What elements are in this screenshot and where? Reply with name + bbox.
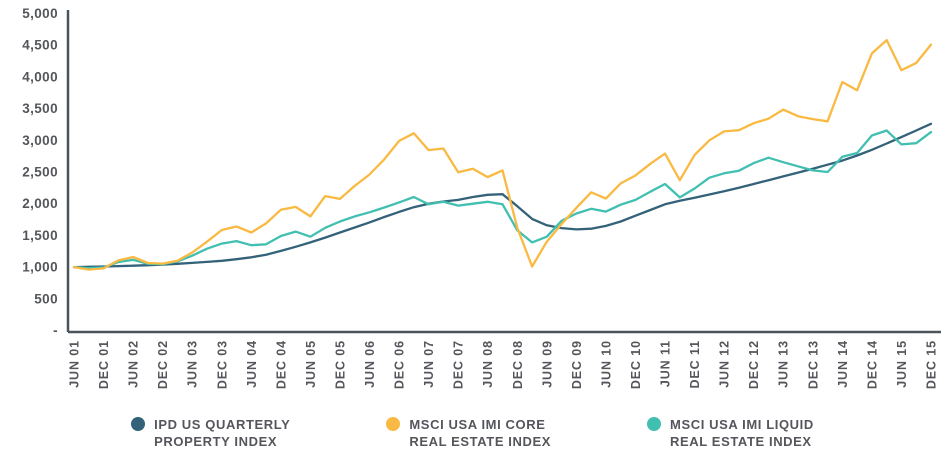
- legend-label-line1: IPD US QUARTERLY: [154, 417, 291, 432]
- y-axis-tick-label: 1,000: [22, 260, 58, 275]
- legend-item-ipd-us-quarterly: IPD US QUARTERLY PROPERTY INDEX: [131, 416, 290, 450]
- y-axis-tick-label: 2,500: [22, 165, 58, 180]
- x-axis-tick-label: DEC 05: [333, 340, 347, 389]
- x-axis-tick-label: JUN 11: [659, 340, 673, 387]
- x-axis-tick-label: DEC 15: [925, 340, 939, 389]
- x-axis-tick-label: JUN 10: [599, 340, 613, 388]
- legend-label-liquid: MSCI USA IMI LIQUID REAL ESTATE INDEX: [670, 416, 814, 450]
- y-axis-tick-label: 4,000: [22, 69, 58, 84]
- series-line-1: [72, 38, 933, 271]
- x-axis-tick-label: JUN 12: [718, 340, 732, 388]
- x-axis-tick-label: DEC 13: [806, 340, 820, 389]
- line-chart: 5,000 4,500 4,000 3,500 3,000 2,500 2,000 1,500…: [22, 6, 941, 389]
- x-axis-tick-label: DEC 06: [393, 340, 407, 389]
- x-axis-tick-label: DEC 14: [865, 340, 879, 389]
- x-axis-tick-label: JUN 02: [127, 340, 141, 388]
- legend-label-line2: PROPERTY INDEX: [154, 434, 278, 450]
- x-axis-tick-label: DEC 01: [97, 340, 111, 389]
- y-axis-tick-label: 5,000: [22, 6, 58, 21]
- x-axis-tick-label: DEC 09: [570, 340, 584, 389]
- legend-label-line2: REAL ESTATE INDEX: [409, 434, 552, 450]
- legend-dot-liquid: [647, 417, 662, 431]
- x-axis-tick-label: JUN 05: [304, 340, 318, 388]
- x-axis-tick-label: JUN 04: [245, 340, 259, 388]
- x-axis-tick-label: JUN 07: [422, 340, 436, 388]
- x-axis-tick-label: DEC 02: [156, 340, 170, 389]
- x-axis-tick-label: DEC 12: [747, 340, 761, 389]
- y-axis-tick-label: 3,000: [22, 133, 58, 148]
- x-axis-tick-label: DEC 10: [629, 340, 643, 389]
- series-line-0: [72, 122, 933, 269]
- x-axis-tick-label: DEC 07: [452, 340, 466, 389]
- legend-item-msci-core: MSCI USA IMI CORE REAL ESTATE INDEX: [386, 416, 551, 450]
- x-axis-tick-label: JUN 08: [481, 340, 495, 388]
- y-axis-tick-label: 3,500: [22, 101, 58, 116]
- y-axis-tick-label: 1,500: [22, 228, 58, 243]
- x-axis-tick-label: JUN 15: [895, 340, 909, 388]
- x-axis-tick-label: JUN 09: [540, 340, 554, 388]
- x-axis-tick-label: JUN 13: [777, 340, 791, 388]
- x-axis-tick-label: DEC 04: [274, 340, 288, 389]
- legend-label-line1: MSCI USA IMI LIQUID: [670, 417, 814, 432]
- y-axis-tick-label: 2,000: [22, 196, 58, 211]
- series-line-2: [72, 129, 933, 270]
- y-axis-tick-label: 4,500: [22, 38, 58, 53]
- x-axis-tick-label: DEC 03: [215, 340, 229, 389]
- legend-dot-core: [386, 417, 401, 431]
- y-axis-tick-label: -: [53, 323, 58, 338]
- chart-legend: IPD US QUARTERLY PROPERTY INDEX MSCI USA…: [0, 402, 945, 450]
- legend-item-msci-liquid: MSCI USA IMI LIQUID REAL ESTATE INDEX: [647, 416, 814, 450]
- x-axis-tick-label: DEC 11: [688, 340, 702, 388]
- legend-label-core: MSCI USA IMI CORE REAL ESTATE INDEX: [409, 416, 551, 450]
- legend-label-line1: MSCI USA IMI CORE: [409, 417, 546, 432]
- x-axis-tick-label: DEC 08: [511, 340, 525, 389]
- x-axis-tick-label: JUN 14: [836, 340, 850, 388]
- x-axis-tick-label: JUN 03: [186, 340, 200, 388]
- x-axis-tick-label: JUN 06: [363, 340, 377, 388]
- legend-dot-ipd: [131, 417, 146, 431]
- x-axis-tick-label: JUN 01: [68, 340, 82, 388]
- legend-label-ipd: IPD US QUARTERLY PROPERTY INDEX: [154, 416, 290, 450]
- y-axis-tick-label: 500: [34, 291, 58, 306]
- legend-label-line2: REAL ESTATE INDEX: [670, 434, 812, 450]
